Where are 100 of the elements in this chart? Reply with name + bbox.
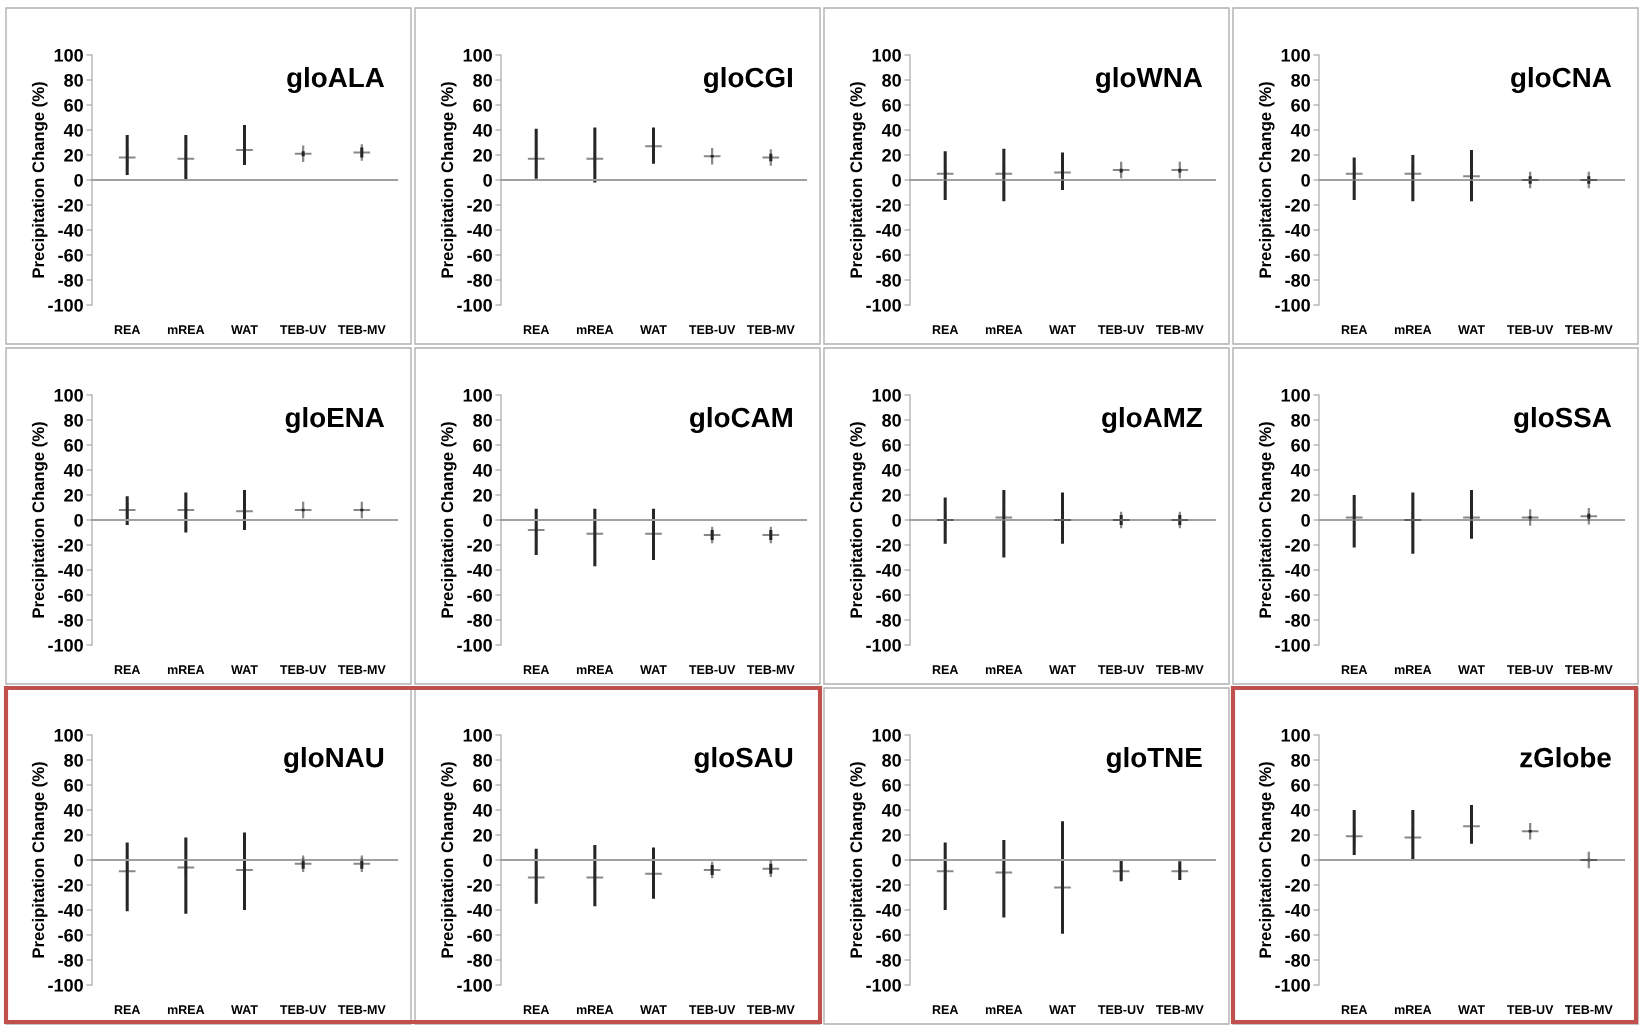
x-tick-label: TEB-MV: [337, 325, 386, 334]
y-tick-label: 20: [1291, 488, 1310, 502]
y-tick-label: -60: [58, 248, 83, 262]
y-tick-label: -80: [58, 953, 83, 967]
y-tick-label: 100: [54, 48, 83, 62]
x-tick-label: TEB-MV: [337, 665, 386, 674]
y-tick-label: -40: [876, 563, 901, 577]
y-tick-label: -80: [876, 273, 901, 287]
y-tick-label: -40: [58, 563, 83, 577]
y-tick-label: 100: [1281, 48, 1310, 62]
y-tick-label: -20: [467, 538, 492, 552]
chart-title: gloCGI: [703, 66, 792, 94]
y-tick-label: 80: [1291, 73, 1310, 87]
y-tick-label: 100: [872, 388, 901, 402]
y-tick-label: 20: [1291, 828, 1310, 842]
y-axis-title: Precipitation Change (%): [849, 82, 866, 278]
x-tick-label: REA: [1341, 1005, 1368, 1014]
y-tick-label: -20: [1285, 538, 1310, 552]
y-tick-label: -80: [1285, 273, 1310, 287]
y-tick-label: -100: [866, 638, 901, 652]
y-tick-label: 100: [872, 48, 901, 62]
chart-title: gloSAU: [694, 746, 793, 774]
chart-title: gloALA: [287, 66, 385, 94]
y-tick-label: 40: [472, 463, 492, 477]
x-tick-label: WAT: [1049, 665, 1076, 674]
x-tick-label: TEB-MV: [1155, 325, 1204, 334]
y-tick-label: -60: [1285, 248, 1310, 262]
y-axis-title: Precipitation Change (%): [440, 422, 457, 618]
y-axis-title: Precipitation Change (%): [1258, 422, 1275, 618]
y-tick-label: -20: [876, 878, 901, 892]
y-tick-label: 40: [1290, 463, 1310, 477]
y-tick-label: 80: [882, 753, 901, 767]
y-tick-label: 0: [74, 853, 83, 867]
y-tick-label: 40: [881, 803, 901, 817]
y-tick-label: 80: [1291, 413, 1310, 427]
y-tick-label: -40: [58, 903, 83, 917]
x-tick-label: WAT: [1049, 325, 1076, 334]
y-tick-label: -80: [58, 613, 83, 627]
x-tick-label: REA: [114, 665, 141, 674]
x-tick-label: REA: [114, 325, 141, 334]
y-tick-label: -60: [467, 248, 492, 262]
y-tick-label: -20: [467, 878, 492, 892]
x-tick-label: TEB-MV: [1564, 1005, 1613, 1014]
x-tick-label: mREA: [167, 1005, 205, 1014]
y-tick-label: 100: [54, 728, 83, 742]
y-tick-label: -40: [1285, 563, 1310, 577]
y-tick-label: -40: [876, 903, 901, 917]
y-tick-label: 60: [882, 98, 901, 112]
x-tick-label: TEB-MV: [337, 1005, 386, 1014]
x-tick-label: WAT: [231, 1005, 258, 1014]
x-tick-label: TEB-UV: [1098, 325, 1145, 335]
y-tick-label: 20: [882, 828, 901, 842]
y-axis-title: Precipitation Change (%): [31, 422, 48, 618]
y-tick-label: 20: [473, 828, 492, 842]
x-tick-label: mREA: [1394, 1005, 1432, 1014]
y-tick-label: -20: [1285, 198, 1310, 212]
x-tick-label: REA: [932, 665, 959, 674]
y-tick-label: 40: [63, 123, 83, 137]
y-tick-label: 60: [1291, 98, 1310, 112]
y-tick-label: 0: [1301, 173, 1310, 187]
chart-title: gloSSA: [1514, 406, 1612, 434]
y-tick-label: 100: [54, 388, 83, 402]
x-tick-label: WAT: [640, 665, 667, 674]
x-tick-label: TEB-UV: [280, 1005, 327, 1015]
y-axis-title: Precipitation Change (%): [440, 762, 457, 958]
x-tick-label: TEB-UV: [1507, 325, 1554, 335]
y-tick-label: 80: [473, 413, 492, 427]
x-tick-label: TEB-UV: [1507, 1005, 1554, 1015]
y-tick-label: 80: [64, 73, 83, 87]
x-tick-label: TEB-MV: [746, 325, 795, 334]
y-tick-label: 60: [64, 778, 83, 792]
y-tick-label: -60: [876, 928, 901, 942]
y-axis-title: Precipitation Change (%): [1258, 82, 1275, 278]
y-tick-label: 40: [881, 123, 901, 137]
y-tick-label: -60: [467, 928, 492, 942]
y-tick-label: 20: [1291, 148, 1310, 162]
x-tick-label: TEB-UV: [1098, 1005, 1145, 1015]
x-tick-label: WAT: [231, 325, 258, 334]
y-tick-label: 0: [1301, 853, 1310, 867]
y-tick-label: 20: [64, 488, 83, 502]
x-tick-label: WAT: [640, 325, 667, 334]
x-tick-label: WAT: [1458, 1005, 1485, 1014]
y-tick-label: 40: [1290, 123, 1310, 137]
y-tick-label: -60: [58, 928, 83, 942]
x-tick-label: TEB-MV: [746, 665, 795, 674]
chart-title: gloCNA: [1511, 66, 1612, 94]
y-tick-label: 60: [473, 438, 492, 452]
x-tick-label: TEB-UV: [689, 665, 736, 675]
y-tick-label: -60: [467, 588, 492, 602]
x-tick-label: WAT: [640, 1005, 667, 1014]
y-tick-label: 20: [882, 488, 901, 502]
y-tick-label: 60: [64, 438, 83, 452]
x-tick-label: TEB-MV: [1564, 665, 1613, 674]
y-tick-label: -60: [876, 588, 901, 602]
x-tick-label: mREA: [167, 665, 205, 674]
y-tick-label: 40: [63, 803, 83, 817]
y-tick-label: 100: [463, 388, 492, 402]
y-axis-title: Precipitation Change (%): [440, 82, 457, 278]
y-tick-label: -60: [58, 588, 83, 602]
y-tick-label: 60: [1291, 438, 1310, 452]
